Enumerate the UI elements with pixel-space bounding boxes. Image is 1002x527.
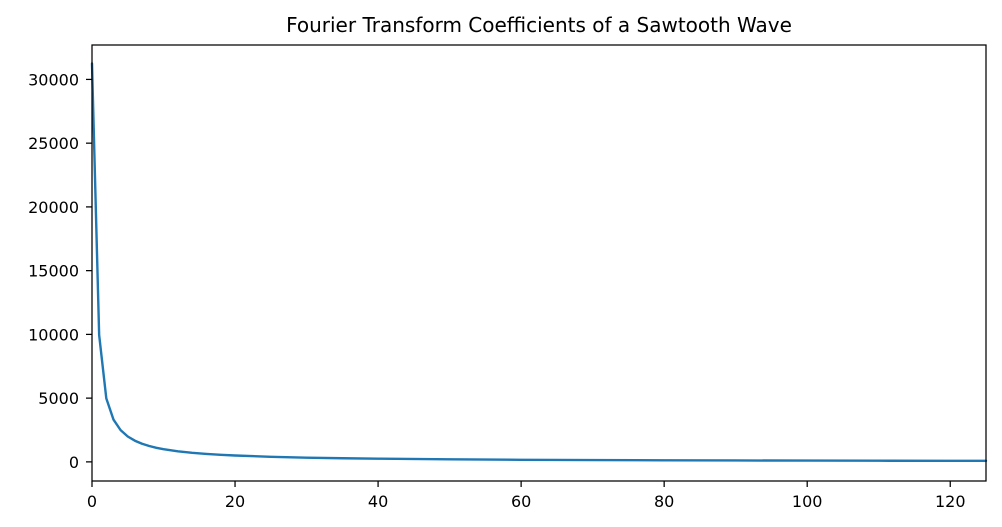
series-line-0 [90, 62, 988, 463]
x-tick-label: 20 [225, 492, 245, 511]
y-tick-label: 0 [69, 453, 79, 472]
x-tick-label: 0 [87, 492, 97, 511]
plot-area [90, 44, 988, 482]
x-tick-label: 80 [654, 492, 674, 511]
y-tick-label: 30000 [28, 70, 79, 89]
chart-title: Fourier Transform Coefficients of a Sawt… [286, 13, 792, 37]
y-tick-label: 5000 [38, 389, 79, 408]
y-tick-label: 15000 [28, 262, 79, 281]
x-tick-label: 120 [935, 492, 966, 511]
x-tick-label: 40 [368, 492, 388, 511]
x-tick-label: 100 [792, 492, 823, 511]
y-axis: 0 5000 10000 15000 20000 25000 30000 [28, 70, 92, 472]
y-tick-label: 10000 [28, 325, 79, 344]
x-axis: 0 20 40 60 80 100 120 [87, 481, 966, 511]
y-tick-label: 25000 [28, 134, 79, 153]
series-layer [90, 62, 988, 463]
plot-frame [91, 44, 987, 482]
x-tick-label: 60 [511, 492, 531, 511]
y-tick-label: 20000 [28, 198, 79, 217]
